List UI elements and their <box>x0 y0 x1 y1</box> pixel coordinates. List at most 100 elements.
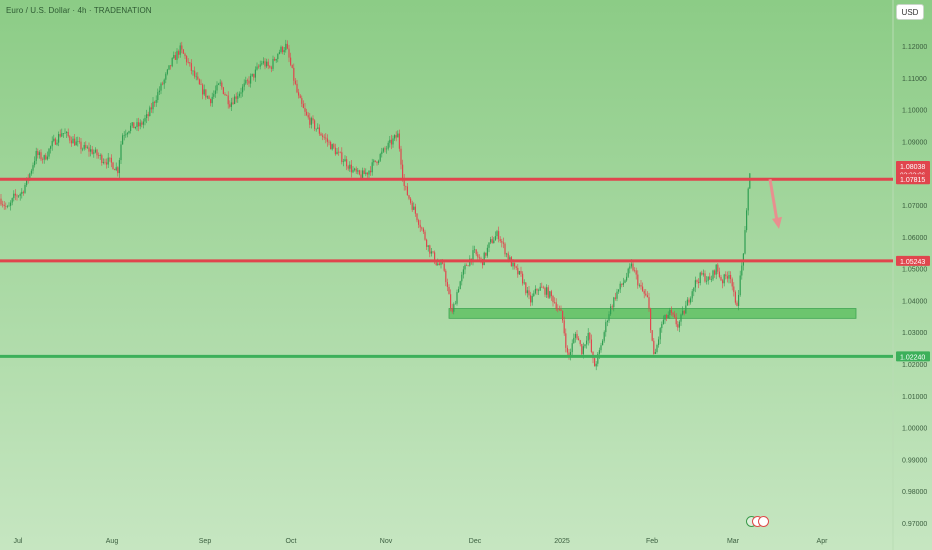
candle-body <box>715 264 717 275</box>
candle-body <box>150 107 152 110</box>
y-tick-label: 1.12000 <box>902 44 927 51</box>
candle-body <box>134 127 136 129</box>
candle-body <box>91 149 93 154</box>
candle-body <box>258 66 260 68</box>
candle-body <box>43 155 45 160</box>
candle-body <box>149 107 151 117</box>
candle-body <box>181 45 183 50</box>
candle-body <box>525 282 527 294</box>
candle-body <box>234 96 236 105</box>
y-tick-label: 1.11000 <box>902 76 927 83</box>
currency-button[interactable]: USD <box>896 4 924 20</box>
candle-body <box>165 73 167 80</box>
candle-body <box>370 170 372 173</box>
candle-body <box>248 80 250 84</box>
candle-body <box>400 148 402 165</box>
x-tick-label: Feb <box>646 538 658 545</box>
candle-body <box>464 265 466 270</box>
candle-body <box>62 133 64 134</box>
candle-body <box>725 274 727 277</box>
candle-body <box>523 282 525 284</box>
candle-body <box>35 151 37 161</box>
event-marker-icon[interactable] <box>758 516 769 527</box>
candle-body <box>566 347 568 353</box>
candle-body <box>0 198 2 205</box>
candle-body <box>741 265 743 276</box>
candle-body <box>726 276 728 279</box>
candle-body <box>709 276 711 280</box>
candle-body <box>232 102 234 105</box>
candle-body <box>389 139 391 143</box>
candle-body <box>598 350 600 354</box>
candle-body <box>75 141 77 146</box>
candle-body <box>733 286 735 292</box>
candle-body <box>589 332 591 340</box>
price-label <box>896 255 930 266</box>
candle-body <box>744 230 746 254</box>
candle-body <box>250 75 252 84</box>
candle-body <box>701 272 703 275</box>
candle-body <box>666 314 668 319</box>
candles <box>0 39 751 371</box>
y-tick-label: 0.98000 <box>902 489 927 496</box>
candle-body <box>176 51 178 60</box>
candle-body <box>152 101 154 110</box>
candle-body <box>680 314 682 322</box>
candle-body <box>186 56 188 63</box>
candle-body <box>254 69 256 78</box>
candle-body <box>182 49 184 54</box>
candle-body <box>734 291 736 303</box>
candle-body <box>494 236 496 241</box>
candle-body <box>274 58 276 61</box>
candle-body <box>200 84 202 85</box>
candle-body <box>18 195 20 197</box>
candle-body <box>432 251 434 253</box>
candle-body <box>694 280 696 288</box>
candle-body <box>22 191 24 193</box>
candle-body <box>317 127 319 129</box>
candle-body <box>555 302 557 309</box>
candle-body <box>573 337 575 344</box>
candle-body <box>421 227 423 229</box>
candle-body <box>376 161 378 163</box>
candle-body <box>315 128 317 130</box>
candle-body <box>10 202 12 206</box>
candle-body <box>37 151 39 156</box>
candle-body <box>118 160 120 174</box>
candle-body <box>691 291 693 299</box>
candle-body <box>189 62 191 64</box>
candle-body <box>638 285 640 286</box>
candle-body <box>397 133 399 138</box>
candle-body <box>728 274 730 279</box>
economic-event-icon[interactable] <box>746 516 772 528</box>
candle-body <box>203 89 205 95</box>
candle-body <box>522 273 524 284</box>
candle-body <box>456 292 458 304</box>
candle-body <box>115 167 117 171</box>
candle-body <box>59 134 61 137</box>
candle-body <box>614 297 616 299</box>
candle-body <box>552 296 554 303</box>
candle-body <box>346 159 348 167</box>
candle-body <box>294 80 296 84</box>
x-axis: Jul Aug Sep Oct Nov Dec 2025 Feb Mar Apr <box>14 538 829 545</box>
candle-body <box>718 271 720 277</box>
candle-body <box>326 138 328 142</box>
candle-body <box>413 206 415 210</box>
candle-body <box>264 61 266 67</box>
candle-body <box>629 266 631 269</box>
candle-body <box>70 140 72 144</box>
candle-body <box>478 257 480 259</box>
candle-body <box>445 270 447 283</box>
candle-body <box>318 127 320 134</box>
candle-body <box>693 287 695 292</box>
candle-body <box>90 149 92 152</box>
candle-body <box>237 96 239 99</box>
candle-body <box>546 287 548 295</box>
x-tick-label: Sep <box>199 538 212 545</box>
candle-body <box>368 170 370 175</box>
candle-body <box>467 265 469 267</box>
candle-body <box>627 268 629 277</box>
